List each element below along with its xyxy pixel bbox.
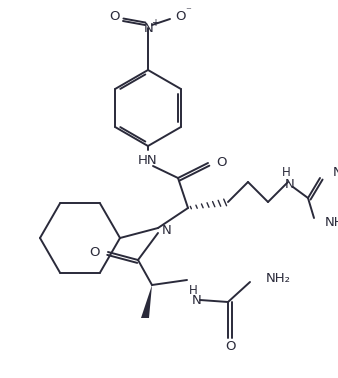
Text: NH₂: NH₂ [266,273,291,285]
Text: H: H [282,166,290,178]
Text: O: O [90,245,100,259]
Text: ⁻: ⁻ [185,6,191,16]
Text: N: N [144,23,154,36]
Text: NH₂: NH₂ [333,166,338,180]
Text: H: H [189,284,197,296]
Text: N: N [285,178,295,192]
Text: HN: HN [138,153,158,166]
Text: O: O [216,156,226,169]
Text: O: O [109,9,119,23]
Polygon shape [141,285,152,318]
Text: +: + [151,18,159,28]
Text: N: N [162,223,172,237]
Text: N: N [192,293,202,307]
Text: O: O [226,339,236,353]
Text: NH: NH [325,217,338,229]
Text: O: O [175,9,185,23]
